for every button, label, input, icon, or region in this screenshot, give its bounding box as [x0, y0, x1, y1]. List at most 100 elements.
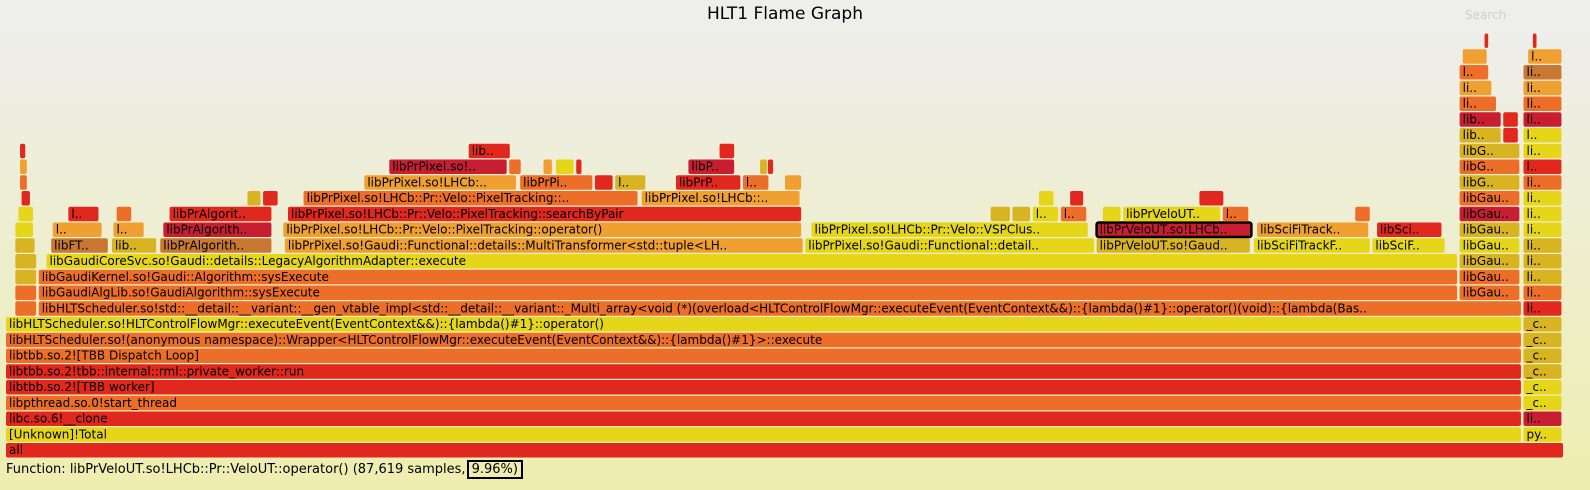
- flame-frame-rect[interactable]: [1523, 380, 1562, 395]
- flame-frame[interactable]: l..: [1060, 206, 1087, 222]
- flame-frame-rect[interactable]: [1038, 191, 1054, 206]
- flame-frame[interactable]: li..: [1523, 301, 1562, 316]
- flame-frame[interactable]: [1462, 49, 1487, 64]
- flame-frame[interactable]: [1070, 191, 1084, 206]
- flame-frame[interactable]: lib..: [1459, 112, 1501, 127]
- flame-frame-rect[interactable]: [688, 159, 735, 175]
- flame-frame-rect[interactable]: [1528, 49, 1562, 64]
- flame-frame-rect[interactable]: [21, 191, 30, 206]
- flame-frame[interactable]: libHLTScheduler.so!(anonymous namespace)…: [6, 332, 1521, 348]
- flame-frame[interactable]: [1199, 191, 1224, 206]
- flame-frame-rect[interactable]: [15, 254, 37, 269]
- flame-frame[interactable]: [20, 175, 27, 190]
- flame-frame[interactable]: [116, 206, 132, 222]
- flame-frame-rect[interactable]: [641, 191, 800, 206]
- flame-frame[interactable]: [543, 159, 552, 175]
- flame-frame[interactable]: libc.so.6!__clone: [6, 411, 1521, 427]
- flame-frame[interactable]: l..: [1032, 206, 1059, 222]
- flame-frame-rect[interactable]: [615, 175, 646, 190]
- flame-frame[interactable]: libPrPixel.so!LHCb::..: [641, 191, 800, 206]
- flame-frame-rect[interactable]: [1253, 238, 1370, 253]
- flame-frame-rect[interactable]: [38, 285, 1458, 301]
- flame-frame[interactable]: [509, 159, 521, 175]
- flame-frame[interactable]: l..: [1523, 159, 1562, 175]
- flame-frame[interactable]: libPrPixel.so!LHCb::Pr::Velo::VSPClus..: [811, 222, 1088, 238]
- flame-frame-rect[interactable]: [576, 159, 582, 175]
- flame-frame[interactable]: libGau..: [1459, 269, 1520, 285]
- flame-frame[interactable]: libtbb.so.2![TBB worker]: [6, 380, 1521, 395]
- flame-frame[interactable]: [1038, 191, 1054, 206]
- flame-frame[interactable]: [1102, 206, 1121, 222]
- flame-frame[interactable]: [1355, 206, 1370, 222]
- flame-frame-rect[interactable]: [287, 206, 802, 222]
- flame-frame-rect[interactable]: [990, 206, 1010, 222]
- flame-frame[interactable]: li..: [1459, 80, 1492, 96]
- flame-frame-rect[interactable]: [785, 175, 802, 190]
- flame-frame-rect[interactable]: [1459, 191, 1520, 206]
- flame-frame-rect[interactable]: [15, 222, 34, 238]
- flame-frame-rect[interactable]: [1096, 238, 1250, 253]
- flame-frame-rect[interactable]: [760, 159, 767, 175]
- flame-frame[interactable]: libPrP..: [675, 175, 741, 190]
- flame-frame[interactable]: [576, 159, 582, 175]
- flame-frame[interactable]: libFT..: [51, 238, 108, 253]
- flame-frame[interactable]: [18, 206, 34, 222]
- flame-frame-rect[interactable]: [20, 143, 26, 159]
- flame-frame[interactable]: [21, 191, 30, 206]
- flame-frame-rect[interactable]: [6, 380, 1521, 395]
- flame-frame[interactable]: libGau..: [1459, 191, 1520, 206]
- flame-frame-rect[interactable]: [18, 206, 34, 222]
- flame-frame[interactable]: _c..: [1523, 332, 1562, 348]
- flame-frame[interactable]: libHLTScheduler.so!HLTControlFlowMgr::ex…: [6, 317, 1521, 332]
- flame-frame-rect[interactable]: [46, 254, 1458, 269]
- flame-frame[interactable]: _c..: [1523, 317, 1562, 332]
- flame-frame[interactable]: [20, 159, 27, 175]
- flame-frame-rect[interactable]: [555, 159, 574, 175]
- flame-frame[interactable]: lib..: [111, 238, 157, 253]
- flame-frame[interactable]: all: [6, 443, 1563, 458]
- flame-frame-rect[interactable]: [15, 301, 37, 316]
- flame-frame-rect[interactable]: [1503, 128, 1518, 143]
- flame-frame[interactable]: libSci..: [1377, 222, 1442, 238]
- flame-frame-rect[interactable]: [1523, 65, 1562, 80]
- flame-frame-rect[interactable]: [1459, 285, 1520, 301]
- flame-frame-rect[interactable]: [1123, 206, 1221, 222]
- flame-frame[interactable]: li..: [1523, 206, 1562, 222]
- flame-frame[interactable]: [594, 175, 613, 190]
- flame-frame[interactable]: libPrVeloUT.so!Gaud..: [1096, 238, 1250, 253]
- flame-frame[interactable]: l..: [615, 175, 646, 190]
- flame-frame[interactable]: libPrAlgorit..: [169, 206, 272, 222]
- flame-frame[interactable]: py..: [1523, 427, 1562, 442]
- flame-frame[interactable]: li..: [1523, 238, 1562, 253]
- flame-frame-rect[interactable]: [594, 175, 613, 190]
- flame-frame[interactable]: [785, 175, 802, 190]
- flame-frame-rect[interactable]: [1523, 222, 1562, 238]
- flame-frame[interactable]: _c..: [1523, 364, 1562, 379]
- flame-frame-rect[interactable]: [1372, 238, 1445, 253]
- flame-frame[interactable]: li..: [1523, 80, 1562, 96]
- flame-frame[interactable]: [Unknown]!Total: [6, 427, 1521, 442]
- flame-frame-rect[interactable]: [1459, 65, 1489, 80]
- flame-frame-rect[interactable]: [364, 175, 517, 190]
- flame-frame-rect[interactable]: [1459, 175, 1520, 190]
- flame-frame[interactable]: libPrVeloUT..: [1123, 206, 1221, 222]
- flame-frame[interactable]: libPrAlgorith..: [160, 238, 272, 253]
- flame-frame[interactable]: _c..: [1523, 348, 1562, 364]
- flame-frame-rect[interactable]: [303, 191, 638, 206]
- flame-frame-rect[interactable]: [675, 175, 741, 190]
- flame-frame[interactable]: libGau..: [1459, 254, 1520, 269]
- flame-frame-rect[interactable]: [6, 427, 1521, 442]
- flame-frame-rect[interactable]: [1523, 411, 1562, 427]
- flame-frame-rect[interactable]: [1459, 238, 1520, 253]
- flame-frame[interactable]: l..: [68, 206, 99, 222]
- flame-frame-rect[interactable]: [1523, 159, 1562, 175]
- flame-frame[interactable]: [15, 269, 37, 285]
- flame-frame[interactable]: [20, 143, 26, 159]
- flame-frame[interactable]: [15, 285, 37, 301]
- flame-frame-rect[interactable]: [111, 238, 157, 253]
- flame-frame[interactable]: libPrPi..: [520, 175, 593, 190]
- flame-frame[interactable]: _c..: [1523, 395, 1562, 411]
- flame-frame-rect[interactable]: [38, 301, 1521, 316]
- flame-frame[interactable]: libGaudiKernel.so!Gaudi::Algorithm::sysE…: [38, 269, 1458, 285]
- flame-frame[interactable]: li..: [1523, 112, 1562, 127]
